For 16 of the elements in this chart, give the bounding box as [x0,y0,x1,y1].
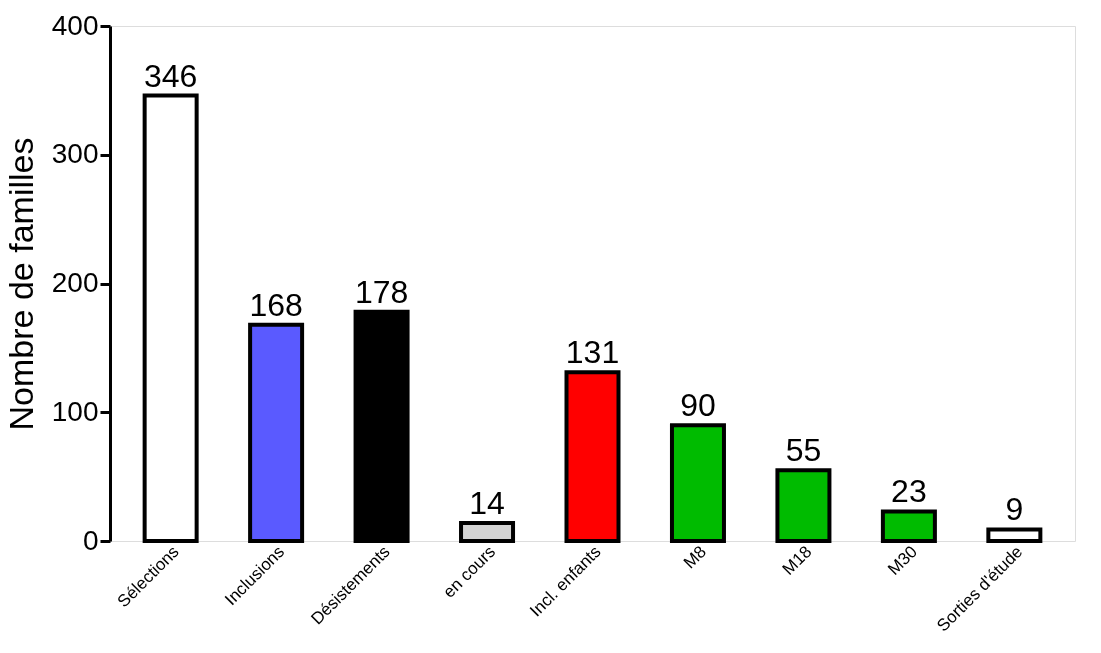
data-label: 23 [891,473,927,510]
data-label: 168 [249,286,303,323]
data-label: 9 [1005,491,1024,528]
data-label: 346 [143,57,198,94]
data-label: 178 [354,273,409,310]
y-tick-label: 300 [51,138,99,170]
y-tick-label: 200 [51,267,99,298]
y-tick-label: 100 [51,395,99,427]
y-tick-label: 400 [51,9,99,41]
x-tick-label: M8 [679,542,710,573]
data-label: 90 [680,387,716,424]
data-label: 14 [469,484,505,521]
y-axis-title: Nombre de familles [1,137,40,431]
y-tick-label: 0 [82,524,99,556]
data-label: 55 [785,432,822,469]
data-label: 131 [565,334,620,371]
